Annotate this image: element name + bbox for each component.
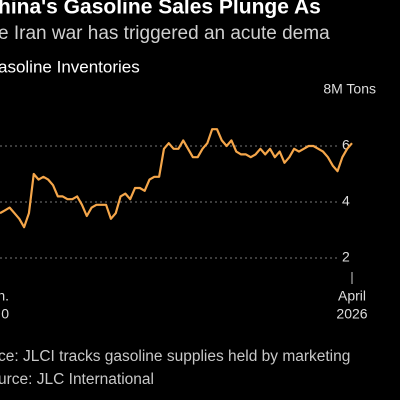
headline: hina's Gasoline Sales Plunge As bbox=[0, 0, 321, 19]
source: urce: JLC International bbox=[0, 371, 154, 388]
x-tick-label: n. bbox=[0, 288, 9, 304]
line bbox=[0, 128, 353, 229]
note: ce: JLCI tracks gasoline supplies held b… bbox=[0, 348, 350, 365]
y-tick-label: 6 bbox=[342, 137, 350, 153]
x-tick-label: 2026 bbox=[336, 306, 367, 322]
y-tick-label: 8M Tons bbox=[323, 81, 376, 97]
x-tick-label: April bbox=[338, 288, 366, 304]
subtitle: e Iran war has triggered an acute dema bbox=[0, 23, 330, 44]
x-tick-label: 0 bbox=[1, 306, 9, 322]
y-tick-label: 4 bbox=[342, 193, 350, 209]
chart-title: asoline Inventories bbox=[0, 57, 140, 76]
y-tick-label: 2 bbox=[342, 249, 350, 265]
